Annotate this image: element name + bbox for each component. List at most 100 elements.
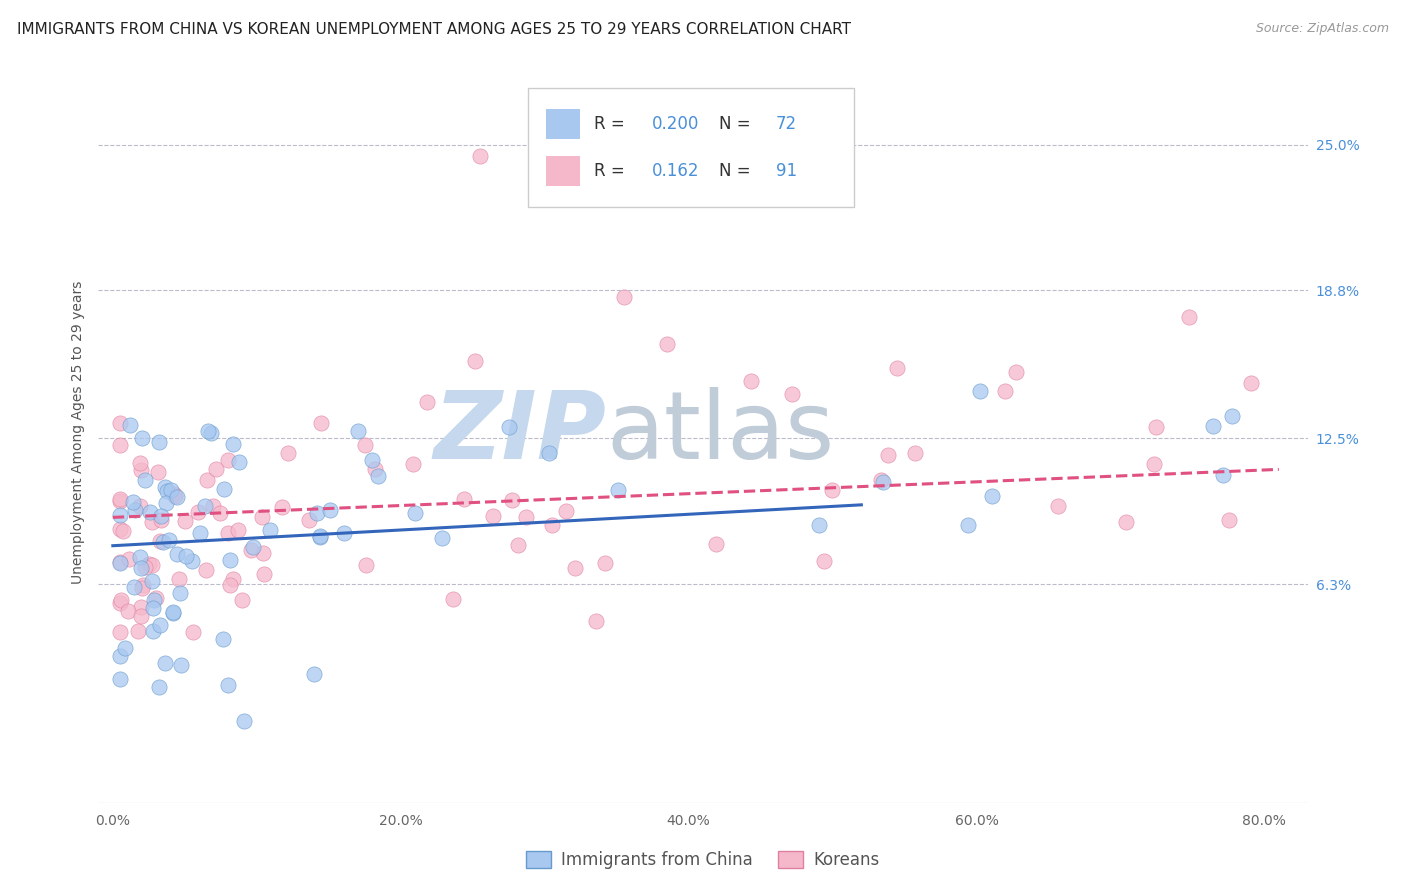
Point bbox=[148, 434, 170, 449]
Point bbox=[441, 592, 464, 607]
Point bbox=[131, 463, 153, 477]
Point bbox=[498, 419, 520, 434]
Point bbox=[821, 483, 844, 498]
Point bbox=[228, 455, 250, 469]
Point bbox=[108, 595, 131, 609]
Point bbox=[482, 508, 505, 523]
Point bbox=[1004, 365, 1026, 379]
Point bbox=[364, 461, 387, 475]
Text: 72: 72 bbox=[776, 115, 797, 133]
Point bbox=[129, 609, 152, 624]
Point bbox=[149, 534, 172, 549]
Legend: Immigrants from China, Koreans: Immigrants from China, Koreans bbox=[520, 845, 886, 876]
Point bbox=[353, 438, 375, 452]
Text: Source: ZipAtlas.com: Source: ZipAtlas.com bbox=[1256, 22, 1389, 36]
Point bbox=[217, 678, 239, 692]
Text: N =: N = bbox=[718, 162, 755, 180]
Point bbox=[142, 600, 165, 615]
Bar bbox=[546, 156, 579, 186]
Point bbox=[157, 533, 180, 547]
Point bbox=[221, 437, 243, 451]
Point bbox=[131, 581, 153, 595]
Point bbox=[201, 500, 224, 514]
Point bbox=[1143, 457, 1166, 471]
Point bbox=[1212, 467, 1234, 482]
Point bbox=[404, 507, 426, 521]
Point bbox=[1178, 310, 1201, 325]
Point bbox=[134, 560, 156, 574]
Point bbox=[139, 505, 162, 519]
Point bbox=[593, 556, 616, 570]
Point bbox=[501, 493, 523, 508]
Point bbox=[129, 499, 152, 513]
Point bbox=[515, 510, 537, 524]
Point bbox=[259, 524, 281, 538]
Point bbox=[197, 424, 219, 438]
Point bbox=[170, 658, 193, 673]
Point bbox=[464, 353, 486, 368]
Point bbox=[149, 513, 172, 527]
Point bbox=[231, 592, 253, 607]
Point bbox=[148, 681, 170, 695]
Point bbox=[981, 489, 1004, 503]
Point bbox=[1202, 418, 1225, 433]
Point bbox=[121, 495, 143, 509]
Point bbox=[277, 446, 299, 460]
Point bbox=[174, 549, 197, 563]
Point bbox=[162, 606, 184, 620]
Point bbox=[145, 591, 167, 605]
Point bbox=[163, 487, 186, 501]
Point bbox=[333, 526, 356, 541]
Point bbox=[173, 515, 195, 529]
Point bbox=[129, 457, 152, 471]
Point bbox=[217, 453, 239, 467]
Point bbox=[155, 496, 177, 510]
Point bbox=[319, 503, 342, 517]
Point bbox=[194, 500, 217, 514]
Point bbox=[242, 540, 264, 554]
Point bbox=[197, 473, 219, 487]
Text: 0.162: 0.162 bbox=[652, 162, 700, 180]
Point bbox=[468, 149, 491, 163]
Point bbox=[956, 518, 979, 533]
Point bbox=[613, 290, 636, 304]
Point bbox=[432, 531, 454, 545]
Point bbox=[149, 508, 172, 523]
Point bbox=[108, 508, 131, 522]
Point bbox=[211, 632, 233, 646]
Point bbox=[886, 361, 908, 376]
Point bbox=[309, 528, 332, 542]
Point bbox=[1115, 515, 1137, 529]
Point bbox=[153, 656, 176, 670]
Point bbox=[200, 425, 222, 440]
Point bbox=[117, 604, 139, 618]
Point bbox=[162, 605, 184, 619]
Point bbox=[537, 445, 560, 459]
Point bbox=[167, 572, 190, 586]
Point bbox=[124, 503, 146, 517]
Point bbox=[564, 561, 586, 575]
Point bbox=[808, 517, 831, 532]
Point bbox=[218, 578, 240, 592]
Point bbox=[146, 465, 169, 479]
Text: R =: R = bbox=[595, 115, 630, 133]
Point bbox=[134, 473, 156, 487]
Point bbox=[1240, 376, 1263, 390]
Point bbox=[152, 535, 174, 549]
Y-axis label: Unemployment Among Ages 25 to 29 years: Unemployment Among Ages 25 to 29 years bbox=[70, 281, 84, 584]
Point bbox=[118, 552, 141, 566]
Point bbox=[1046, 500, 1069, 514]
Point bbox=[1218, 512, 1240, 526]
Point bbox=[156, 484, 179, 499]
Text: 91: 91 bbox=[776, 162, 797, 180]
Point bbox=[108, 522, 131, 536]
Point bbox=[187, 505, 209, 519]
Point bbox=[108, 416, 131, 430]
Point bbox=[149, 618, 172, 632]
Point bbox=[181, 624, 204, 639]
Point bbox=[209, 506, 232, 520]
Point bbox=[655, 337, 678, 351]
Point bbox=[554, 504, 576, 518]
Point bbox=[129, 600, 152, 615]
Point bbox=[876, 448, 898, 462]
